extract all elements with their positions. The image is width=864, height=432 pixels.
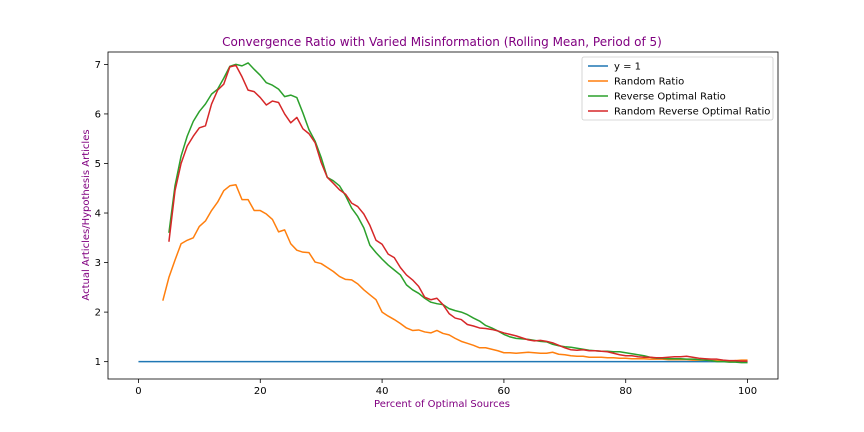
y-tick-label: 6 <box>95 109 101 120</box>
x-axis-ticks: 0 20 40 60 80 100 <box>135 379 757 397</box>
legend-entry-label: Random Reverse Optimal Ratio <box>614 107 770 118</box>
y-axis-label: Actual Articles/Hypothesis Articles <box>81 129 92 300</box>
y-tick-label: 2 <box>95 308 101 319</box>
legend: y = 1 Random Ratio Reverse Optimal Ratio Ra… <box>581 56 774 121</box>
y-tick-label: 7 <box>95 60 101 71</box>
legend-entry-label: Random Ratio <box>614 77 684 88</box>
y-tick-label: 1 <box>95 357 101 368</box>
series-lines <box>138 62 748 364</box>
x-tick-label: 60 <box>498 386 511 397</box>
y-tick-label: 5 <box>95 159 101 170</box>
legend-entry-label: y = 1 <box>614 62 641 73</box>
y-tick-label: 3 <box>95 258 101 269</box>
y-axis-ticks: 1 2 3 4 5 6 7 <box>95 60 108 368</box>
x-tick-label: 80 <box>619 386 632 397</box>
x-tick-label: 100 <box>738 386 757 397</box>
x-axis-label: Percent of Optimal Sources <box>374 399 510 410</box>
legend-box <box>581 56 774 121</box>
x-tick-label: 20 <box>254 386 267 397</box>
series-line-random-ratio <box>162 184 748 362</box>
x-tick-label: 0 <box>135 386 141 397</box>
x-tick-label: 40 <box>376 386 389 397</box>
plot-area-frame <box>107 51 779 380</box>
y-tick-label: 4 <box>95 209 101 220</box>
legend-entry-label: Reverse Optimal Ratio <box>614 92 726 103</box>
series-line-random-reverse-optimal-ratio <box>168 64 748 362</box>
chart-title: Convergence Ratio with Varied Misinforma… <box>222 35 662 49</box>
